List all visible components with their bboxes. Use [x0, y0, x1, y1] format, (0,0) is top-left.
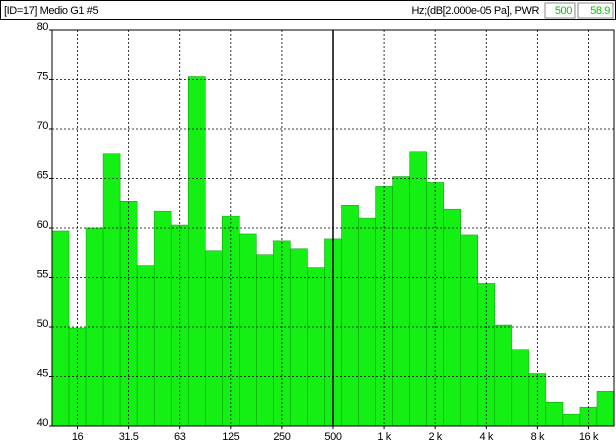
- x-tick-label: 31.5: [119, 431, 139, 443]
- bar: [494, 324, 513, 427]
- bar: [545, 401, 564, 427]
- bar: [136, 265, 155, 427]
- bar: [256, 254, 274, 427]
- x-tick-label: 16 k: [579, 431, 599, 443]
- y-tick-label: 80: [37, 21, 49, 33]
- bar: [239, 233, 257, 427]
- plot-border: [51, 29, 615, 427]
- cursor-freq-box: [544, 2, 576, 19]
- bar: [460, 234, 479, 427]
- x-tick-label: 16: [72, 431, 84, 443]
- y-tick-label: 50: [37, 318, 49, 330]
- bar: [153, 210, 172, 427]
- x-tick-label: 4 k: [480, 431, 494, 443]
- x-tick-label: 63: [174, 431, 186, 443]
- bar: [51, 230, 70, 427]
- x-tick-label: 250: [273, 431, 290, 443]
- bar: [596, 391, 615, 427]
- x-tick-label: 125: [222, 431, 239, 443]
- y-tick-label: 45: [37, 367, 49, 379]
- bar: [562, 413, 581, 427]
- y-tick-label: 40: [37, 417, 49, 429]
- y-tick-label: 70: [37, 120, 49, 132]
- x-tick-label: 1 k: [377, 431, 391, 443]
- bar: [409, 151, 427, 427]
- bar: [341, 204, 359, 427]
- bar: [392, 176, 410, 427]
- unit-label: Hz;(dB[2.000e-05 Pa], PWR: [411, 5, 539, 17]
- bar: [443, 208, 461, 427]
- bar: [511, 349, 530, 427]
- bar: [307, 267, 325, 427]
- cursor-freq: 500: [555, 5, 572, 17]
- y-tick-label: 65: [37, 169, 49, 181]
- y-tick-label: 55: [37, 268, 49, 280]
- bar: [102, 153, 121, 427]
- cursor-value-box: [577, 2, 614, 19]
- bar: [290, 248, 308, 427]
- x-tick-label: 500: [324, 431, 341, 443]
- bar: [205, 250, 223, 427]
- y-tick-label: 60: [37, 219, 49, 231]
- x-tick-label: 8 k: [531, 431, 545, 443]
- y-tick-label: 75: [37, 70, 49, 82]
- chart-title: [ID=17] Medio G1 #5: [4, 5, 98, 17]
- cursor-value: 58.9: [590, 5, 610, 17]
- x-tick-label: 2 k: [428, 431, 442, 443]
- bar: [358, 217, 376, 427]
